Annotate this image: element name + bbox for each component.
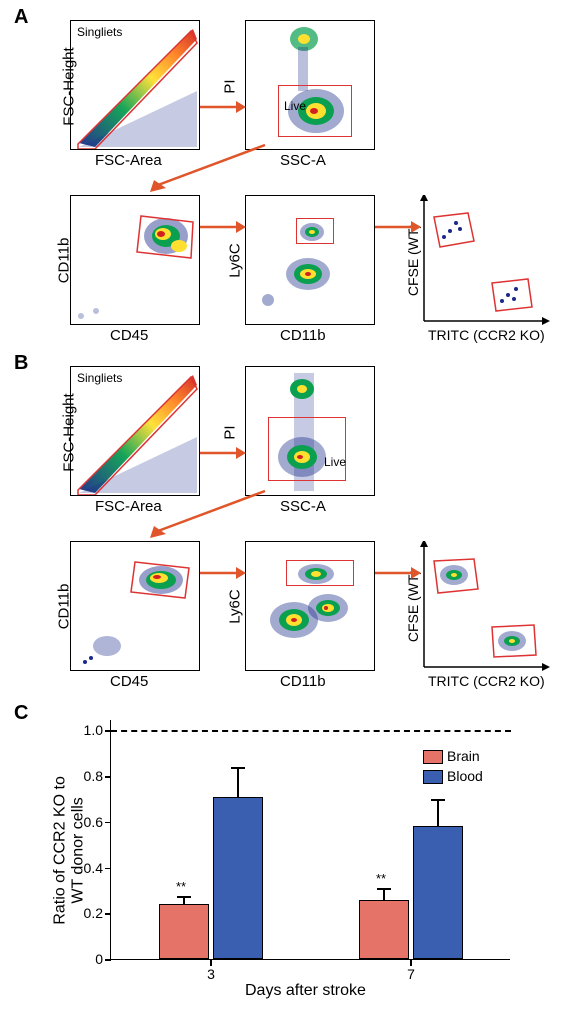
inset-label: Live [284,99,306,113]
axis-label-y: PI [222,67,239,107]
error-bar [237,768,239,798]
facs-plot-a1-2: Live [245,20,375,150]
axis-label-y: Ly6C [227,231,244,291]
axis-label-x: CD11b [280,673,326,690]
facs-plot-a1-1: Singliets [70,20,200,150]
facs-plot-b1-1: Singliets [70,366,200,496]
error-bar [183,897,185,905]
error-cap [231,767,245,769]
xtick-label: 3 [201,966,221,982]
error-cap [177,896,191,898]
ytick [105,868,111,870]
axis-label-y: PI [222,413,239,453]
panel-label-b: B [14,352,28,375]
axis-label-x: FSC-Area [95,152,162,169]
ytick [105,959,111,961]
scatter-singlets-icon [71,21,200,150]
gate-poly-icon [71,196,200,325]
axis-label-x: CD45 [110,673,148,690]
axis-label-y: CFSE (WT) [405,551,421,661]
ytick-label: 0 [67,951,103,967]
axis-label-y: CFSE (WT) [405,205,421,315]
inset-label: Singliets [77,371,122,385]
facs-plot-a2-2 [245,195,375,325]
figure-root: A Singliets FSC-Height FSC-Area [0,0,566,1021]
ytick-label: 1.0 [67,722,103,738]
ylabel-line2: WT donor cells [70,797,87,903]
facs-plot-b1-2: Live [245,366,375,496]
scatter-ly6c-icon [246,196,375,325]
panel-label-c: C [14,702,28,725]
facs-plot-a2-3 [420,195,550,325]
inset-label: Singliets [77,25,122,39]
bar-blood [213,797,263,959]
axis-label-y: Ratio of CCR2 KO to WT donor cells [52,750,89,950]
xtick-label: 7 [401,966,421,982]
scatter-singlets-icon [71,367,200,496]
ytick [105,913,111,915]
axis-label-x: TRITC (CCR2 KO) [428,327,545,343]
legend-label: Brain [447,748,480,764]
bar-brain [359,900,409,959]
axis-label-x: Days after stroke [245,982,366,1000]
axis-label-y: FSC-Height [61,378,78,488]
ytick [105,822,111,824]
significance-stars: ** [176,879,186,894]
axis-label-x: SSC-A [280,498,326,515]
axis-label-x: TRITC (CCR2 KO) [428,673,545,689]
gate-ly6c-hi [286,560,354,586]
axis-label-y: FSC-Height [61,32,78,142]
panel-label-a: A [14,6,28,29]
axis-label-x: FSC-Area [95,498,162,515]
scatter-cfse-tritc-icon [420,541,550,671]
legend-swatch [423,770,443,784]
axis-label-x: CD11b [280,327,326,344]
facs-plot-a2-1 [70,195,200,325]
bar-brain [159,904,209,959]
axis-label-x: CD45 [110,327,148,344]
scatter-cfse-tritc-icon [420,195,550,325]
gate-poly-icon [71,542,200,671]
ytick [105,776,111,778]
axis-label-x: SSC-A [280,152,326,169]
significance-stars: ** [376,871,386,886]
axis-label-y: Ly6C [227,577,244,637]
gate-live [268,417,346,481]
axis-label-y: CD11b [56,567,73,647]
bar-blood [413,826,463,959]
error-cap [431,799,445,801]
ylabel-line1: Ratio of CCR2 KO to [52,776,69,925]
facs-plot-b2-2 [245,541,375,671]
bar-chart-c: 00.20.40.60.81.0**3**7BrainBlood [110,720,510,960]
error-cap [377,888,391,890]
error-bar [437,800,439,827]
inset-label: Live [324,455,346,469]
legend-swatch [423,750,443,764]
facs-plot-b2-3 [420,541,550,671]
facs-plot-b2-1 [70,541,200,671]
reference-line [111,730,511,732]
axis-label-y: CD11b [56,221,73,301]
gate-ly6c-hi [296,218,334,244]
error-bar [383,889,385,900]
legend-label: Blood [447,768,483,784]
